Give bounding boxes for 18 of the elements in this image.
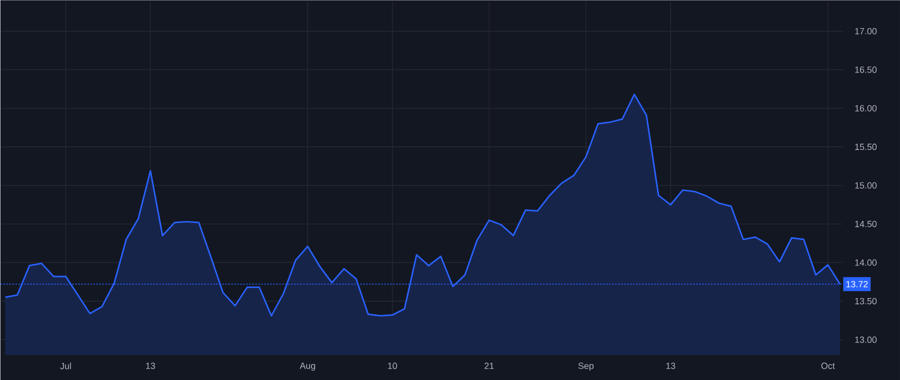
x-tick-label: Jul [60,362,71,370]
x-tick-label: Aug [300,362,316,371]
ref-line-label: 13.72 [846,280,868,288]
y-tick-label: 14.50 [855,220,877,228]
x-tick-label: 13 [146,362,156,369]
y-tick-label: 16.50 [855,66,877,73]
x-tick-label: Sep [578,362,594,371]
y-tick-label: 15.50 [855,144,877,150]
y-tick-label: 13.00 [855,336,877,343]
y-tick-label: 16.00 [855,105,877,112]
x-tick-label: 10 [388,362,398,369]
y-tick-label: 13.50 [855,298,877,304]
y-tick-label: 14.00 [855,259,877,266]
x-tick-label: 21 [484,362,494,369]
y-tick-label: 15.00 [855,182,877,189]
x-tick-label: 13 [666,362,676,369]
x-tick-label: Oct [821,362,835,369]
y-tick-label: 17.00 [855,28,877,34]
